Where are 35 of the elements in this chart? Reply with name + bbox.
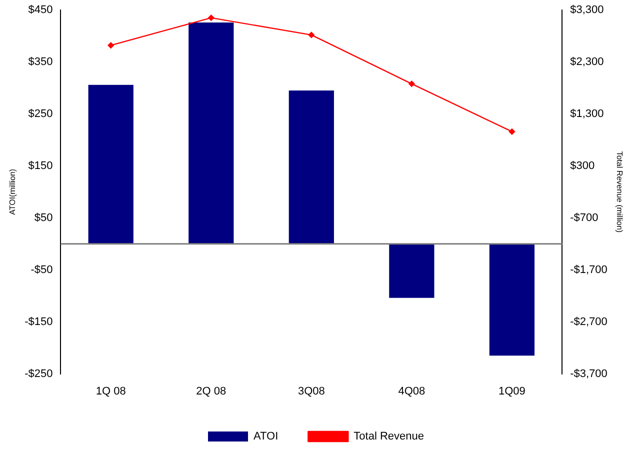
y2-axis-title: Total Revenue (million) bbox=[614, 151, 624, 233]
x-tick-label: 2Q 08 bbox=[196, 385, 226, 398]
y2-tick-label: $3,300 bbox=[570, 4, 604, 16]
bar bbox=[489, 244, 535, 356]
bar bbox=[188, 22, 234, 244]
x-tick-label: 1Q09 bbox=[498, 385, 526, 398]
y-tick-label: -$150 bbox=[24, 316, 53, 328]
x-tick-label: 4Q08 bbox=[398, 385, 426, 398]
y2-tick-label: -$700 bbox=[570, 212, 598, 224]
point bbox=[308, 32, 315, 38]
y-tick-label: -$250 bbox=[24, 368, 53, 380]
y-tick-label: $50 bbox=[34, 212, 53, 224]
y-tick-label: $150 bbox=[28, 160, 53, 172]
y2-tick-label: -$3,700 bbox=[570, 368, 608, 380]
y2-tick-label: $1,300 bbox=[570, 108, 604, 120]
point bbox=[408, 80, 415, 87]
y-tick-label: $450 bbox=[28, 4, 53, 16]
y2-tick-label: $2,300 bbox=[570, 56, 604, 68]
y-tick-label: $350 bbox=[28, 56, 53, 68]
x-tick-label: 3Q08 bbox=[298, 385, 325, 398]
point bbox=[508, 128, 516, 135]
point bbox=[208, 14, 214, 21]
x-tick-label: 1Q 08 bbox=[96, 385, 126, 398]
y-tick-label: $250 bbox=[28, 108, 53, 120]
legend-label: ATOI bbox=[254, 430, 278, 443]
y-tick-label: -$50 bbox=[30, 264, 53, 276]
bar bbox=[288, 90, 334, 244]
y2-tick-label: -$1,700 bbox=[570, 264, 608, 276]
y2-tick-label: -$2,700 bbox=[570, 316, 608, 328]
point bbox=[108, 42, 114, 48]
y-axis-title: ATOI(million) bbox=[8, 168, 18, 215]
bar bbox=[389, 244, 434, 298]
bar bbox=[88, 84, 134, 244]
legend-label: Total Revenue bbox=[354, 430, 424, 443]
y2-tick-label: $300 bbox=[570, 160, 595, 172]
